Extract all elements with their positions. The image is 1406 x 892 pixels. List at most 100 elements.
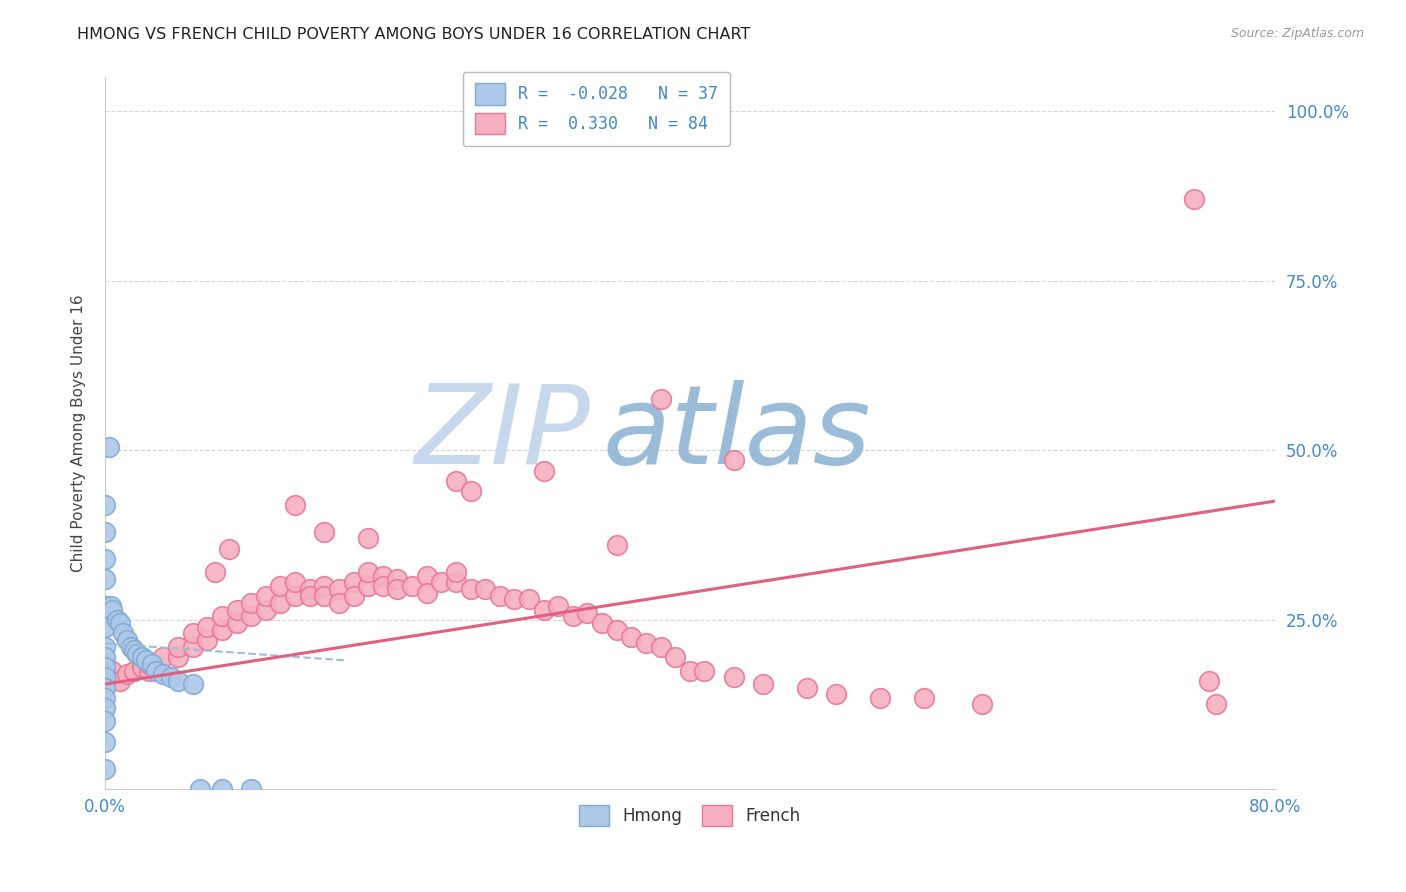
Point [415, 568, 437, 582]
Point [254, 589, 277, 603]
Point [533, 464, 555, 478]
Point [225, 616, 247, 631]
Point [488, 589, 510, 603]
Point [634, 636, 657, 650]
Legend: Hmong, French: Hmong, French [571, 797, 808, 834]
Point [195, 633, 218, 648]
Point [141, 657, 163, 671]
Point [723, 670, 745, 684]
Point [211, 782, 233, 797]
Point [108, 673, 131, 688]
Point [430, 575, 453, 590]
Point [561, 609, 583, 624]
Point [225, 602, 247, 616]
Point [145, 664, 167, 678]
Point [664, 650, 686, 665]
Point [94, 701, 117, 715]
Point [98, 440, 121, 454]
Point [181, 640, 204, 654]
Point [105, 613, 128, 627]
Point [825, 687, 848, 701]
Point [328, 582, 350, 597]
Point [138, 664, 160, 678]
Point [152, 667, 174, 681]
Point [159, 670, 181, 684]
Point [94, 572, 117, 586]
Point [444, 566, 467, 580]
Point [444, 474, 467, 488]
Point [650, 392, 672, 407]
Point [94, 735, 117, 749]
Point [606, 623, 628, 637]
Point [460, 483, 482, 498]
Point [211, 623, 233, 637]
Point [415, 585, 437, 599]
Point [576, 606, 599, 620]
Text: atlas: atlas [602, 380, 870, 487]
Point [188, 782, 211, 797]
Point [474, 582, 496, 597]
Point [314, 579, 336, 593]
Point [115, 633, 138, 648]
Point [723, 453, 745, 467]
Point [122, 664, 145, 678]
Point [547, 599, 569, 614]
Point [240, 609, 263, 624]
Point [796, 681, 818, 695]
Point [314, 589, 336, 603]
Point [517, 592, 540, 607]
Point [94, 762, 117, 776]
Point [1198, 673, 1220, 688]
Point [94, 640, 117, 654]
Point [167, 640, 190, 654]
Point [167, 673, 190, 688]
Point [195, 619, 218, 633]
Point [240, 782, 263, 797]
Point [94, 599, 117, 614]
Point [444, 575, 467, 590]
Point [371, 568, 394, 582]
Point [135, 653, 157, 667]
Point [94, 650, 117, 665]
Point [284, 575, 307, 590]
Point [460, 582, 482, 597]
Point [167, 650, 190, 665]
Point [693, 664, 716, 678]
Point [108, 616, 131, 631]
Point [752, 677, 775, 691]
Point [94, 524, 117, 539]
Point [328, 596, 350, 610]
Point [120, 640, 142, 654]
Text: HMONG VS FRENCH CHILD POVERTY AMONG BOYS UNDER 16 CORRELATION CHART: HMONG VS FRENCH CHILD POVERTY AMONG BOYS… [77, 27, 751, 42]
Y-axis label: Child Poverty Among Boys Under 16: Child Poverty Among Boys Under 16 [72, 294, 86, 572]
Point [204, 566, 226, 580]
Point [131, 650, 153, 665]
Point [371, 579, 394, 593]
Point [111, 626, 134, 640]
Point [606, 538, 628, 552]
Point [94, 681, 117, 695]
Point [131, 660, 153, 674]
Point [152, 650, 174, 665]
Point [591, 616, 613, 631]
Point [972, 698, 994, 712]
Point [284, 498, 307, 512]
Point [298, 582, 321, 597]
Point [94, 670, 117, 684]
Point [94, 551, 117, 566]
Point [269, 596, 291, 610]
Point [679, 664, 702, 678]
Point [298, 589, 321, 603]
Point [357, 566, 380, 580]
Point [94, 660, 117, 674]
Point [314, 524, 336, 539]
Point [94, 690, 117, 705]
Point [138, 657, 160, 671]
Text: ZIP: ZIP [415, 380, 591, 487]
Point [127, 647, 149, 661]
Point [342, 575, 364, 590]
Point [620, 630, 643, 644]
Point [284, 589, 307, 603]
Point [211, 609, 233, 624]
Point [254, 602, 277, 616]
